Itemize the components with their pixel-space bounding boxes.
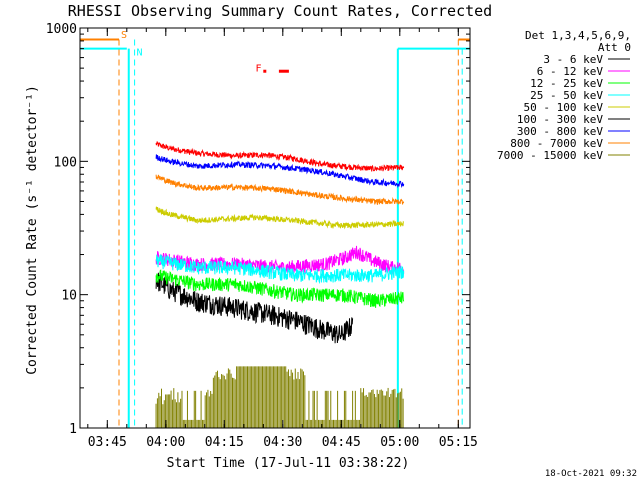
annotation-n: N (137, 48, 143, 59)
annotation-f: F (256, 64, 262, 75)
y-tick-label: 100 (54, 155, 77, 170)
y-tick-label: 1 (69, 422, 77, 437)
plot-frame (79, 27, 471, 429)
legend-label: 7000 - 15000 keV (497, 149, 603, 162)
series-line-2 (155, 269, 405, 308)
legend-label: 3 - 6 keV (543, 53, 603, 66)
legend-label: 6 - 12 keV (537, 65, 604, 78)
series-line-6 (155, 154, 405, 189)
footer-date: 18-Oct-2021 09:32 (545, 469, 637, 479)
series-line-3 (155, 253, 405, 285)
series-line-1 (155, 245, 405, 276)
legend-label: 300 - 800 keV (517, 125, 603, 138)
series-line-0 (155, 272, 354, 344)
series-line-red (155, 141, 405, 172)
legend-label: 12 - 25 keV (530, 77, 603, 90)
y-axis-label: Corrected Count Rate (s⁻¹ detector⁻¹) (25, 85, 40, 375)
x-tick-label: 05:00 (380, 435, 419, 450)
x-tick-label: 04:45 (322, 435, 361, 450)
x-tick-label: 03:45 (88, 435, 127, 450)
series-line-4 (155, 206, 405, 230)
annotation-s: S (121, 30, 127, 41)
legend-label: 800 - 7000 keV (510, 137, 603, 150)
flare-flag-dot (263, 69, 267, 73)
x-axis-label: Start Time (17-Jul-11 03:38:22) (167, 456, 410, 471)
y-tick-label: 10 (61, 289, 77, 304)
legend-label: 100 - 300 keV (517, 113, 603, 126)
x-tick-label: 05:15 (439, 435, 478, 450)
y-tick-label: 1000 (46, 22, 77, 37)
legend-subheader: Att 0 (598, 41, 631, 54)
plot-layer: SN F 1 10 100 1000 03:45 04:00 04:15 04:30 04:45 05… (46, 22, 478, 450)
series-line-7 (155, 174, 405, 206)
x-tick-label: 04:30 (263, 435, 302, 450)
legend-label: 25 - 50 keV (530, 89, 603, 102)
x-tick-label: 04:15 (205, 435, 244, 450)
chart-title: RHESSI Observing Summary Count Rates, Co… (68, 2, 492, 20)
legend-label: 50 - 100 keV (524, 101, 604, 114)
x-tick-label: 04:00 (146, 435, 185, 450)
flare-flag-bar (278, 69, 289, 73)
legend-header: Det 1,3,4,5,6,9, (525, 29, 631, 42)
